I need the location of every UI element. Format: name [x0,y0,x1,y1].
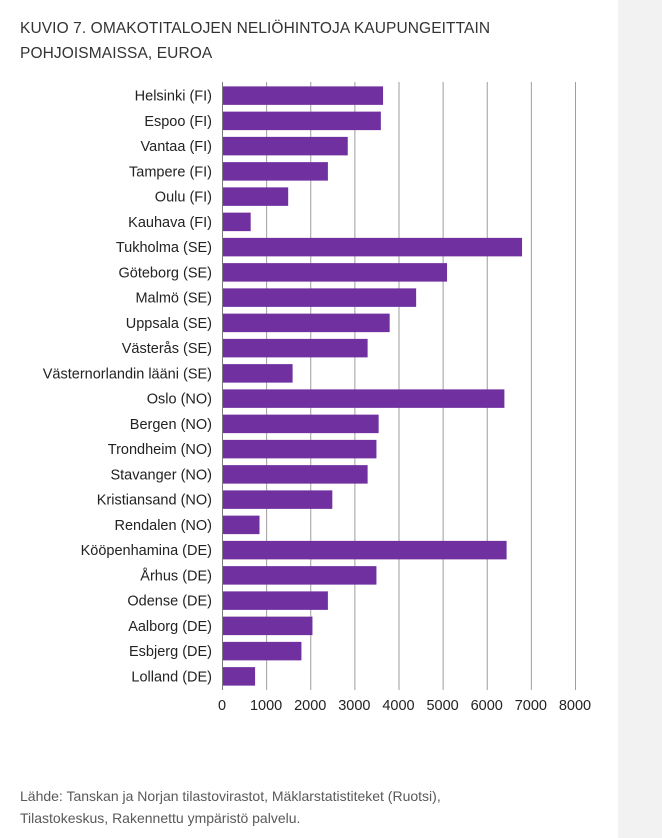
category-label: Stavanger (NO) [110,467,212,483]
x-tick-label: 0 [218,698,226,714]
bar [223,364,293,383]
chart-title-line-1: KUVIO 7. OMAKOTITALOJEN NELIÖHINTOJA KAU… [20,20,491,37]
bar [223,439,377,459]
bar [223,111,381,131]
category-label: Västernorlandin lääni (SE) [43,366,212,382]
x-tick-label: 3000 [338,698,370,714]
bar [223,86,384,105]
x-tick-label: 5000 [426,698,458,714]
x-tick-label: 6000 [471,698,503,714]
source-line-2: Tilastokeskus, Rakennettu ympäristö palv… [20,810,301,826]
category-label: Odense (DE) [127,594,212,610]
bar [223,389,505,408]
bar-chart: Helsinki (FI) Espoo (FI) Vantaa (FI) Tamper… [43,82,591,714]
bar [223,591,328,610]
category-label: Lolland (DE) [131,669,212,685]
bar [223,263,448,282]
bar [223,237,523,257]
category-label: Göteborg (SE) [119,265,213,281]
bar [223,515,260,535]
bar [223,641,302,661]
bar [223,616,313,636]
bar [223,414,379,434]
category-label: Helsinki (FI) [135,89,212,105]
x-tick-label: 1000 [250,698,282,714]
category-label: Trondheim (NO) [108,442,212,458]
bar [223,490,333,509]
category-label: Oulu (FI) [155,190,212,206]
right-margin-panel [618,0,662,838]
bar [223,338,368,358]
source-note: Lähde: Tanskan ja Norjan tilastovirastot… [20,785,600,829]
x-tick-label: 7000 [515,698,547,714]
bar [223,540,507,560]
category-label: Esbjerg (DE) [129,644,212,660]
x-tick-label: 8000 [559,698,591,714]
category-label: Västerås (SE) [122,341,212,357]
category-label: Tukholma (SE) [116,240,212,256]
chart-title: KUVIO 7. OMAKOTITALOJEN NELIÖHINTOJA KAU… [20,16,580,66]
bar [223,212,251,232]
category-label: Rendalen (NO) [114,518,212,534]
bar [223,136,348,156]
bar [223,162,328,181]
category-label: Kauhava (FI) [128,215,212,231]
bar [223,313,390,333]
category-label: Tampere (FI) [129,164,212,180]
x-tick-label: 2000 [294,698,326,714]
x-tick-label: 4000 [382,698,414,714]
category-label: Kristiansand (NO) [97,493,212,509]
category-label: Malmö (SE) [135,291,212,307]
bar [223,187,289,206]
category-label: Århus (DE) [140,567,212,584]
category-label: Aalborg (DE) [128,619,212,635]
bar [223,465,368,484]
category-label: Oslo (NO) [147,392,212,408]
bar [223,667,256,686]
category-label: Kööpenhamina (DE) [81,543,212,559]
bar [223,566,377,585]
source-line-1: Lähde: Tanskan ja Norjan tilastovirastot… [20,788,441,804]
category-label: Uppsala (SE) [126,316,212,332]
category-label: Bergen (NO) [130,417,212,433]
category-label: Vantaa (FI) [141,139,212,155]
bar [223,288,417,307]
category-label: Espoo (FI) [144,114,212,130]
chart-title-line-2: POHJOISMAISSA, EUROA [20,45,213,62]
